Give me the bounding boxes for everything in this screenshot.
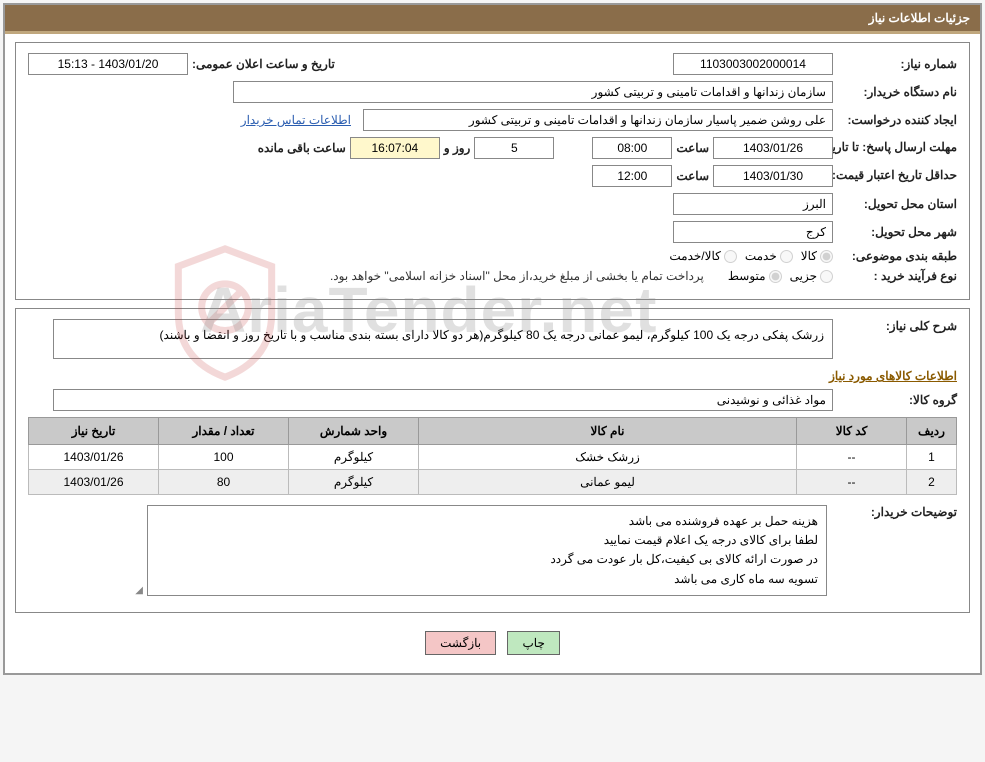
button-bar: چاپ بازگشت xyxy=(15,621,970,665)
buyer-note-label: توضیحات خریدار: xyxy=(837,505,957,519)
table-row: 1--زرشک خشککیلوگرم1001403/01/26 xyxy=(29,445,957,470)
row-province: استان محل تحویل: البرز xyxy=(28,193,957,215)
row-overall: شرح کلی نیاز: زرشک پفکی درجه یک 100 کیلو… xyxy=(28,319,957,359)
validity-date: 1403/01/30 xyxy=(713,165,833,187)
buyer-value: سازمان زندانها و اقدامات تامینی و تربیتی… xyxy=(233,81,833,103)
items-table: ردیفکد کالانام کالاواحد شمارشتعداد / مقد… xyxy=(28,417,957,495)
table-cell: کیلوگرم xyxy=(289,445,419,470)
table-header: نام کالا xyxy=(419,418,797,445)
table-cell: 2 xyxy=(907,470,957,495)
validity-label: حداقل تاریخ اعتبار قیمت: تا تاریخ: xyxy=(837,168,957,184)
row-category: طبقه بندی موضوعی: کالا خدمت کالا/خدمت xyxy=(28,249,957,263)
radio-small-input[interactable] xyxy=(820,270,833,283)
need-number-label: شماره نیاز: xyxy=(837,57,957,71)
table-cell: 1 xyxy=(907,445,957,470)
table-cell: لیمو عمانی xyxy=(419,470,797,495)
table-header: واحد شمارش xyxy=(289,418,419,445)
radio-service[interactable]: خدمت xyxy=(745,249,793,263)
table-header: ردیف xyxy=(907,418,957,445)
table-cell: کیلوگرم xyxy=(289,470,419,495)
radio-small-label: جزیی xyxy=(790,269,817,283)
overall-text: زرشک پفکی درجه یک 100 کیلوگرم، لیمو عمان… xyxy=(53,319,833,359)
process-label: نوع فرآیند خرید : xyxy=(837,269,957,283)
radio-both[interactable]: کالا/خدمت xyxy=(669,249,736,263)
table-header: کد کالا xyxy=(797,418,907,445)
row-deadline: مهلت ارسال پاسخ: تا تاریخ: 1403/01/26 سا… xyxy=(28,137,957,159)
row-process: نوع فرآیند خرید : جزیی متوسط پرداخت تمام… xyxy=(28,269,957,283)
process-radio-group: جزیی متوسط xyxy=(728,269,833,283)
row-buyer-note: توضیحات خریدار: هزینه حمل بر عهده فروشند… xyxy=(28,505,957,596)
main-container: جزئیات اطلاعات نیاز شماره نیاز: 11030030… xyxy=(3,3,982,675)
table-cell: -- xyxy=(797,445,907,470)
radio-goods-input[interactable] xyxy=(820,250,833,263)
announce-value: 1403/01/20 - 15:13 xyxy=(28,53,188,75)
table-cell: 100 xyxy=(159,445,289,470)
table-cell: 80 xyxy=(159,470,289,495)
radio-small[interactable]: جزیی xyxy=(790,269,833,283)
resize-handle-icon: ◢ xyxy=(135,585,143,596)
group-label: گروه کالا: xyxy=(837,393,957,407)
deadline-date: 1403/01/26 xyxy=(713,137,833,159)
overall-label: شرح کلی نیاز: xyxy=(837,319,957,333)
row-group: گروه کالا: مواد غذائی و نوشیدنی xyxy=(28,389,957,411)
province-label: استان محل تحویل: xyxy=(837,197,957,211)
deadline-label: مهلت ارسال پاسخ: تا تاریخ: xyxy=(837,140,957,156)
days-label: روز و xyxy=(444,141,471,155)
content-area: شماره نیاز: 1103003002000014 تاریخ و ساع… xyxy=(5,34,980,673)
validity-time: 12:00 xyxy=(592,165,672,187)
table-row: 2--لیمو عمانیکیلوگرم801403/01/26 xyxy=(29,470,957,495)
validity-label-1: حداقل تاریخ اعتبار قیمت: xyxy=(832,168,957,182)
radio-medium[interactable]: متوسط xyxy=(728,269,782,283)
days-count: 5 xyxy=(474,137,554,159)
need-info-box: شماره نیاز: 1103003002000014 تاریخ و ساع… xyxy=(15,42,970,300)
table-cell: زرشک خشک xyxy=(419,445,797,470)
radio-medium-input[interactable] xyxy=(769,270,782,283)
back-button[interactable]: بازگشت xyxy=(425,631,496,655)
items-header: اطلاعات کالاهای مورد نیاز xyxy=(28,369,957,383)
hour-label-2: ساعت xyxy=(676,169,709,183)
group-value: مواد غذائی و نوشیدنی xyxy=(53,389,833,411)
detail-box: شرح کلی نیاز: زرشک پفکی درجه یک 100 کیلو… xyxy=(15,308,970,613)
process-note: پرداخت تمام یا بخشی از مبلغ خرید،از محل … xyxy=(330,269,704,283)
announce-label: تاریخ و ساعت اعلان عمومی: xyxy=(192,57,335,71)
page-title: جزئیات اطلاعات نیاز xyxy=(5,5,980,34)
table-cell: 1403/01/26 xyxy=(29,445,159,470)
radio-both-label: کالا/خدمت xyxy=(669,249,720,263)
buyer-label: نام دستگاه خریدار: xyxy=(837,85,957,99)
row-city: شهر محل تحویل: کرج xyxy=(28,221,957,243)
radio-goods-label: کالا xyxy=(801,249,817,263)
row-number: شماره نیاز: 1103003002000014 تاریخ و ساع… xyxy=(28,53,957,75)
table-cell: -- xyxy=(797,470,907,495)
remaining-label: ساعت باقی مانده xyxy=(258,141,346,155)
print-button[interactable]: چاپ xyxy=(507,631,559,655)
row-buyer: نام دستگاه خریدار: سازمان زندانها و اقدا… xyxy=(28,81,957,103)
radio-goods[interactable]: کالا xyxy=(801,249,833,263)
province-value: البرز xyxy=(673,193,833,215)
contact-link[interactable]: اطلاعات تماس خریدار xyxy=(241,113,351,127)
radio-medium-label: متوسط xyxy=(728,269,766,283)
row-requester: ایجاد کننده درخواست: علی روشن ضمیر پاسیا… xyxy=(28,109,957,131)
row-validity: حداقل تاریخ اعتبار قیمت: تا تاریخ: 1403/… xyxy=(28,165,957,187)
deadline-label-1: مهلت ارسال پاسخ: xyxy=(862,140,957,154)
radio-service-label: خدمت xyxy=(745,249,777,263)
category-radio-group: کالا خدمت کالا/خدمت xyxy=(669,249,833,263)
city-value: کرج xyxy=(673,221,833,243)
items-thead: ردیفکد کالانام کالاواحد شمارشتعداد / مقد… xyxy=(29,418,957,445)
requester-value: علی روشن ضمیر پاسیار سازمان زندانها و اق… xyxy=(363,109,833,131)
buyer-note-text: هزینه حمل بر عهده فروشنده می باشدلطفا بر… xyxy=(147,505,827,596)
table-header: تاریخ نیاز xyxy=(29,418,159,445)
countdown-value: 16:07:04 xyxy=(350,137,440,159)
radio-both-input[interactable] xyxy=(724,250,737,263)
deadline-time: 08:00 xyxy=(592,137,672,159)
need-number-value: 1103003002000014 xyxy=(673,53,833,75)
hour-label-1: ساعت xyxy=(676,141,709,155)
table-header: تعداد / مقدار xyxy=(159,418,289,445)
category-label: طبقه بندی موضوعی: xyxy=(837,249,957,263)
city-label: شهر محل تحویل: xyxy=(837,225,957,239)
radio-service-input[interactable] xyxy=(780,250,793,263)
requester-label: ایجاد کننده درخواست: xyxy=(837,113,957,127)
items-tbody: 1--زرشک خشککیلوگرم1001403/01/262--لیمو ع… xyxy=(29,445,957,495)
table-cell: 1403/01/26 xyxy=(29,470,159,495)
